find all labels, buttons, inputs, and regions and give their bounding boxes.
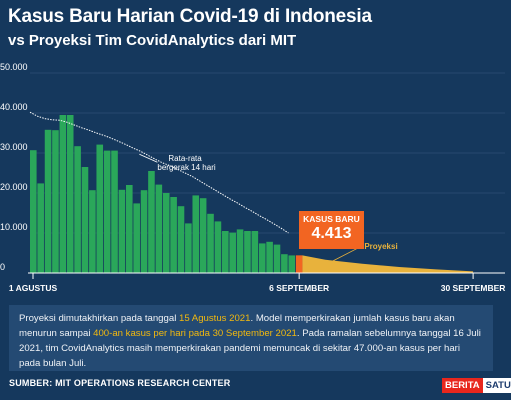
daily-case-bar [44,129,52,273]
daily-case-bar [251,231,259,273]
chart-area: 0 10.000 20.000 30.000 40.000 50.000 Rata-rat… [0,62,506,293]
daily-case-bar [126,185,133,273]
daily-case-bar [133,203,140,273]
beritasatu-logo: BERITA SATU [442,377,511,393]
moving-average-line [29,111,289,234]
daily-case-bar [185,223,192,273]
daily-case-bar [236,229,244,273]
projection-area [302,255,474,273]
y-tick-label: 50.000 [0,62,28,72]
daily-case-bar [177,206,185,273]
daily-case-bar [37,183,44,273]
logo-part-satu: SATU [482,377,511,393]
note-text-2: . Model memperkirakan jumlah kasus baru … [19,313,455,339]
logo-part-berita: BERITA [442,377,483,393]
moving-average-label-line2: bergerak 14 hari [157,163,215,172]
daily-case-bar [207,213,214,273]
x-tick-label: 30 SEPTEMBER [441,283,506,293]
daily-case-bar [214,221,222,273]
note-highlight-projection: 400-an kasus per hari pada 30 September … [93,328,297,339]
latest-case-bar [295,255,303,273]
daily-case-bar [66,115,74,273]
callout-value: 4.413 [311,225,352,242]
chart-subtitle: vs Proyeksi Tim CovidAnalytics dari MIT [8,32,297,49]
projection-note: Proyeksi dimutakhirkan pada tanggal 15 A… [9,305,493,371]
daily-case-bar [148,171,155,273]
daily-case-bar [266,241,273,273]
daily-case-bar [229,232,236,273]
daily-case-bar [199,198,207,273]
moving-average-pointer [139,153,158,163]
y-tick-label: 10.000 [0,222,28,232]
daily-case-bar [118,189,126,273]
note-text-3: . Pada ramalan sebelumnya tanggal 16 Jul… [19,328,481,369]
daily-case-bar [162,193,170,273]
y-tick-label: 20.000 [0,182,28,192]
daily-case-bar [281,254,288,273]
daily-case-bar [170,197,177,273]
daily-case-bar [140,190,148,273]
x-tick-label: 1 AGUSTUS [9,283,58,293]
new-cases-callout: KASUS BARU 4.413 [299,211,364,249]
daily-case-bar [288,255,296,273]
daily-case-bar [59,115,67,273]
daily-case-bar [52,130,59,273]
moving-average-label-line1: Rata-rata [168,154,202,163]
x-tick-label: 6 SEPTEMBER [269,283,329,293]
daily-case-bar [192,195,200,273]
source-text: SUMBER: MIT OPERATIONS RESEARCH CENTER [9,378,231,388]
daily-case-bar [81,167,89,273]
daily-case-bar [111,150,118,273]
daily-case-bar [222,231,229,273]
y-tick-label: 0 [0,262,5,272]
daily-case-bar [89,190,96,273]
daily-case-bar [74,146,81,273]
daily-case-bar [258,243,266,273]
daily-case-bar [155,184,163,273]
note-text-1: Proyeksi dimutakhirkan pada tanggal [19,313,179,324]
callout-label: KASUS BARU [303,214,360,224]
y-tick-label: 30.000 [0,142,28,152]
projection-label: Proyeksi [364,242,397,251]
y-tick-label: 40.000 [0,102,28,112]
daily-case-bar [30,150,37,273]
daily-case-bar [103,150,111,273]
daily-case-bar [244,231,251,273]
daily-case-bar [96,144,104,273]
note-highlight-date: 15 Agustus 2021 [179,313,251,324]
daily-case-bar [273,244,281,273]
chart-title: Kasus Baru Harian Covid-19 di Indonesia [8,6,372,27]
